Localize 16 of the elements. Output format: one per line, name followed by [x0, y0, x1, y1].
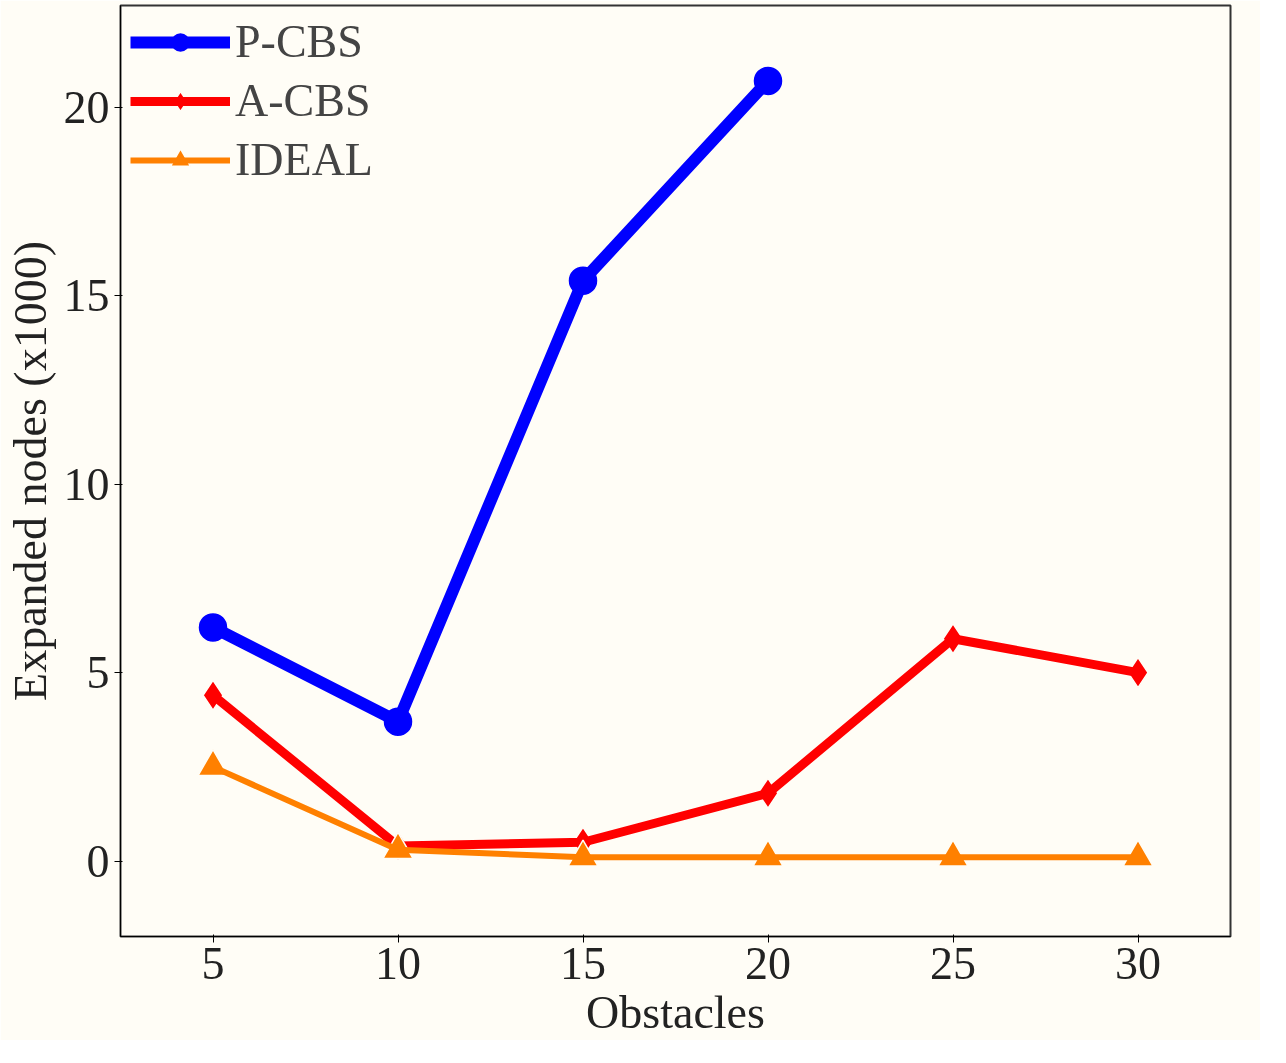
legend-label: P-CBS — [235, 15, 363, 68]
y-tick-label: 15 — [63, 270, 110, 322]
x-tick-label: 25 — [930, 937, 976, 989]
legend-label: IDEAL — [235, 133, 373, 186]
y-tick-label: 0 — [86, 835, 110, 887]
x-tick-label: 5 — [201, 937, 225, 989]
x-tick-label: 20 — [745, 937, 791, 989]
y-tick-label: 20 — [63, 81, 110, 133]
x-axis-title: Obstacles — [586, 986, 765, 1038]
y-tick-label: 5 — [86, 647, 110, 699]
x-tick-label: 15 — [560, 937, 606, 989]
x-tick-label: 10 — [375, 937, 421, 989]
y-tick-label: 10 — [63, 458, 110, 510]
x-tick-label: 30 — [1115, 937, 1161, 989]
y-axis-title: Expanded nodes (x1000) — [4, 241, 56, 701]
legend-label: A-CBS — [235, 74, 371, 127]
